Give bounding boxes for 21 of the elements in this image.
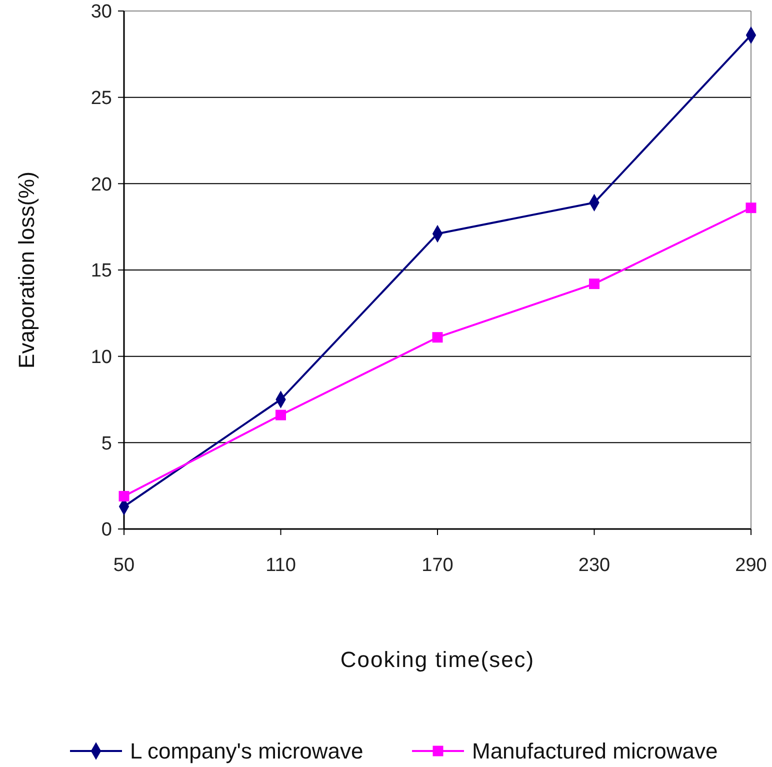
y-tick-label: 20 <box>90 174 112 196</box>
x-tick-label: 230 <box>578 555 610 576</box>
y-tick-label: 25 <box>90 88 112 109</box>
y-tick-label: 10 <box>90 346 112 368</box>
point <box>432 332 443 343</box>
y-tick-label: 15 <box>90 260 112 282</box>
y-tick-label: 5 <box>101 433 112 454</box>
y-tick-label: 30 <box>90 2 112 23</box>
legend-label: Manufactured microwave <box>472 738 718 764</box>
point <box>118 490 130 502</box>
y-tick-label: 0 <box>101 520 112 541</box>
x-tick-label: 50 <box>113 555 135 576</box>
x-axis-title: Cooking time(sec) <box>340 647 535 672</box>
point <box>746 202 756 214</box>
x-tick-label: 110 <box>266 555 296 576</box>
y-axis-title: Evaporation loss(%) <box>14 172 39 368</box>
legend-label: L company's microwave <box>130 738 364 764</box>
point <box>276 410 286 420</box>
x-tick-label: 170 <box>422 555 454 576</box>
point <box>589 278 600 290</box>
x-tick-label: 290 <box>735 555 767 576</box>
